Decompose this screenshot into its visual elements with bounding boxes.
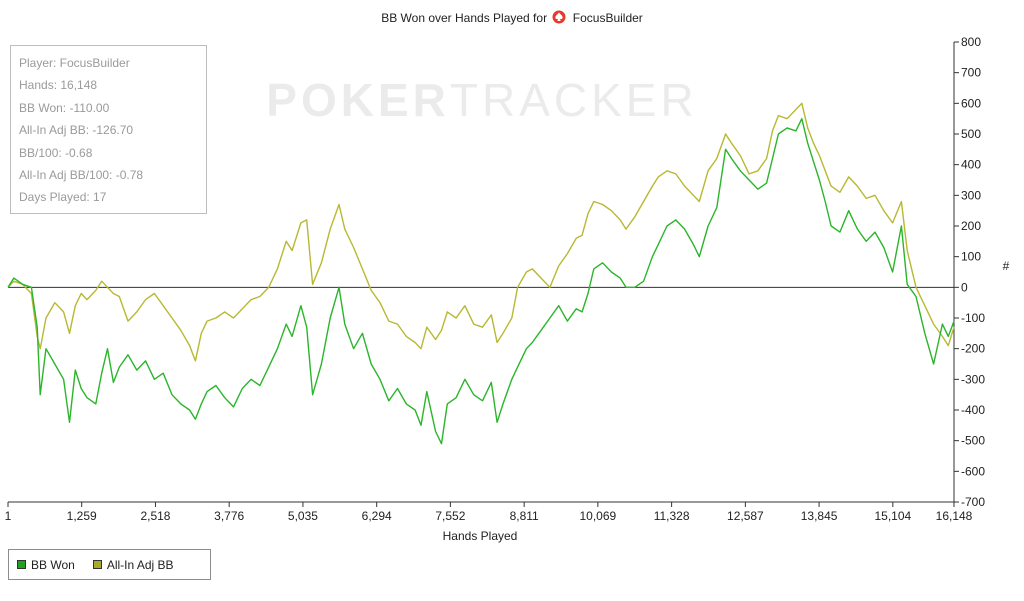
y-tick-label: -400 xyxy=(961,403,985,417)
x-tick-label: 5,035 xyxy=(288,509,318,523)
chart-title-text: BB Won over Hands Played for xyxy=(381,11,548,25)
x-tick-label: 1 xyxy=(5,509,12,523)
stat-bb-per-100: BB/100: -0.68 xyxy=(19,145,93,160)
x-tick-label: 8,811 xyxy=(510,509,539,523)
x-axis-ticks: 1 1,259 2,518 3,776 5,035 6,294 7,552 8,811 10,0… xyxy=(5,502,973,523)
stat-all-in-adj-bb-per-100: All-In Adj BB/100: -0.78 xyxy=(19,168,144,183)
legend-label-bb-won: BB Won xyxy=(31,557,75,572)
y-tick-label: 500 xyxy=(961,127,981,141)
legend-item-bb-won[interactable]: BB Won xyxy=(17,558,75,572)
legend-swatch-bb-won xyxy=(17,560,26,569)
plot-axes xyxy=(8,42,955,503)
y-tick-label: 0 xyxy=(961,280,968,294)
stat-hands: Hands: 16,148 xyxy=(19,78,98,93)
x-tick-label: 13,845 xyxy=(801,509,838,523)
x-tick-label: 15,104 xyxy=(874,509,911,523)
chart-title-player: FocusBuilder xyxy=(572,11,643,25)
stat-player: Player: FocusBuilder xyxy=(19,56,130,70)
series-lines xyxy=(7,102,955,445)
stat-all-in-adj-bb: All-In Adj BB: -126.70 xyxy=(19,123,134,138)
chart-legend: BB Won All-In Adj BB xyxy=(8,549,211,580)
player-stats-box: Player: FocusBuilder Hands: 16,148 BB Wo… xyxy=(10,45,207,214)
legend-item-all-in-adj-bb[interactable]: All-In Adj BB xyxy=(92,557,174,572)
x-tick-label: 3,776 xyxy=(214,509,244,523)
y-tick-label: 100 xyxy=(961,250,981,264)
y-tick-label: 600 xyxy=(961,96,981,110)
chart-title: BB Won over Hands Played for FocusBuilde… xyxy=(0,10,1024,25)
y-axis-title: # xyxy=(1003,259,1010,273)
pokertracker-watermark: POKERTRACKER xyxy=(266,74,697,126)
x-tick-label: 2,518 xyxy=(140,509,170,523)
y-tick-label: -600 xyxy=(961,464,985,478)
series-line-all-in-adj-bb xyxy=(7,102,955,362)
stat-bb-won: BB Won: -110.00 xyxy=(19,100,110,115)
y-tick-label: 200 xyxy=(961,219,981,233)
y-tick-label: -200 xyxy=(961,342,985,356)
watermark-bold-part: POKER xyxy=(266,74,450,126)
series-line-bb-won xyxy=(7,118,955,445)
watermark-light-part: TRACKER xyxy=(450,74,698,126)
x-tick-label: 16,148 xyxy=(936,509,973,523)
x-tick-label: 11,328 xyxy=(654,509,690,523)
pokerstars-spade-icon xyxy=(552,10,566,24)
y-tick-label: -100 xyxy=(961,311,985,325)
y-tick-label: -700 xyxy=(961,495,985,509)
stat-days-played: Days Played: 17 xyxy=(19,190,107,205)
legend-swatch-all-in-adj-bb xyxy=(92,560,102,569)
y-tick-label: -300 xyxy=(961,372,985,386)
y-tick-label: 300 xyxy=(961,188,981,202)
y-tick-label: 400 xyxy=(961,158,981,172)
svg-text:POKERTRACKER: POKERTRACKER xyxy=(266,74,697,126)
x-tick-label: 7,552 xyxy=(435,509,465,523)
x-axis-title: Hands Played xyxy=(442,529,518,543)
y-tick-label: -500 xyxy=(961,434,985,448)
x-tick-label: 6,294 xyxy=(362,509,392,523)
y-tick-label: 700 xyxy=(961,66,981,80)
y-tick-label: 800 xyxy=(961,35,981,49)
legend-label-all-in-adj-bb: All-In Adj BB xyxy=(106,557,174,572)
y-axis-ticks: -700 -600 -500 -400 -300 -200 -100 0 100 200 300 40… xyxy=(954,35,985,509)
x-tick-label: 10,069 xyxy=(579,509,616,523)
x-tick-label: 1,259 xyxy=(67,509,97,523)
x-tick-label: 12,587 xyxy=(727,509,764,523)
